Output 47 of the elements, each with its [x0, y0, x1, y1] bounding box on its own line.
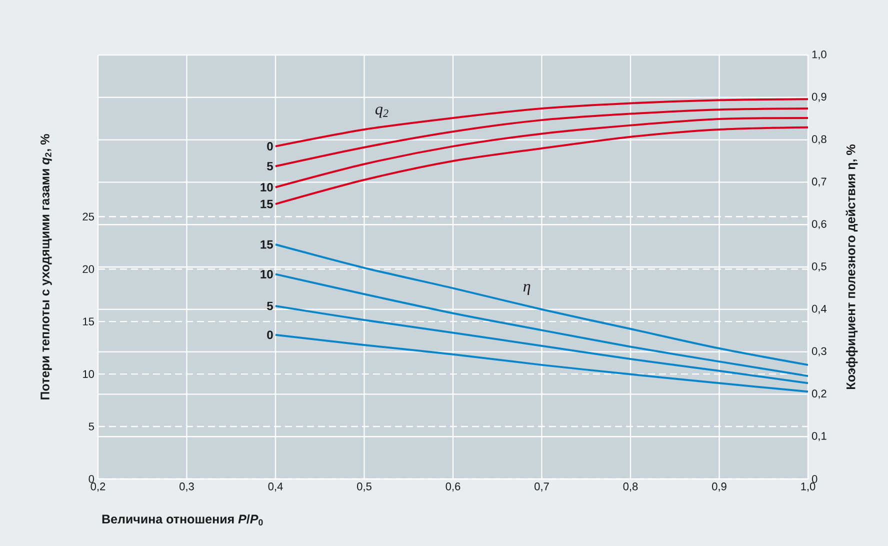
line-series	[274, 273, 808, 377]
series-label: 10	[260, 270, 273, 278]
x-axis-title: Величина отношения P/P$_{0}$	[102, 514, 263, 526]
x-tick-label: 0,6	[446, 482, 460, 492]
series-label: 0	[267, 142, 273, 151]
x-tick-label: 0,2	[90, 482, 106, 492]
x-tick-label: 0,4	[268, 482, 283, 492]
y2-tick-label: 0,2	[812, 390, 826, 399]
y2-tick-label: 0,5	[812, 262, 826, 272]
y2-tick-label: 0,3	[812, 347, 826, 356]
y-tick-label: 20	[82, 265, 94, 273]
y-tick-label: 5	[88, 422, 94, 430]
line-series	[274, 334, 808, 393]
y2-tick-label: 0,6	[812, 220, 826, 230]
x-tick-label: 0,9	[712, 482, 726, 492]
line-series	[274, 126, 808, 206]
series-label: 5	[267, 302, 273, 310]
y2-tick-label: 0,4	[812, 304, 827, 314]
x-tick-label: 1,0	[801, 482, 816, 492]
y-tick-label: 10	[83, 370, 94, 378]
x-tick-label: 0,7	[534, 482, 549, 492]
y-tick-label: 25	[82, 212, 94, 221]
x-tick-label: 0,5	[357, 482, 372, 492]
x-tick-label: 0,3	[180, 482, 194, 492]
line-series	[274, 244, 808, 366]
y2-tick-label: 0,9	[812, 92, 826, 102]
y2-tick-label: 0,8	[812, 135, 826, 144]
line-series	[274, 98, 808, 148]
x-tick-label: 0,8	[623, 482, 638, 492]
annotation: η	[523, 284, 530, 295]
series-label: 10	[260, 182, 273, 192]
y2-axis-title: Коэффициент полезного действия η, %	[846, 144, 858, 389]
y2-tick-label: 0,1	[812, 432, 826, 442]
annotation: q$_{2}$	[375, 106, 388, 118]
y-tick-label: 15	[83, 318, 94, 326]
y2-tick-label: 0,7	[812, 178, 826, 187]
y-tick-label: 0	[88, 475, 94, 483]
series-label: 15	[260, 240, 273, 249]
y2-tick-label: 0	[812, 475, 818, 483]
series-label: 0	[267, 330, 273, 340]
line-series	[274, 108, 808, 168]
y2-tick-label: 1,0	[812, 50, 826, 60]
series-label: 15	[260, 200, 273, 208]
line-series	[274, 305, 808, 384]
series-label: 5	[267, 162, 273, 170]
line-series	[274, 116, 808, 188]
y-axis-title: Потери теплоты с уходящими газами q$_{2}$, %	[40, 134, 52, 400]
